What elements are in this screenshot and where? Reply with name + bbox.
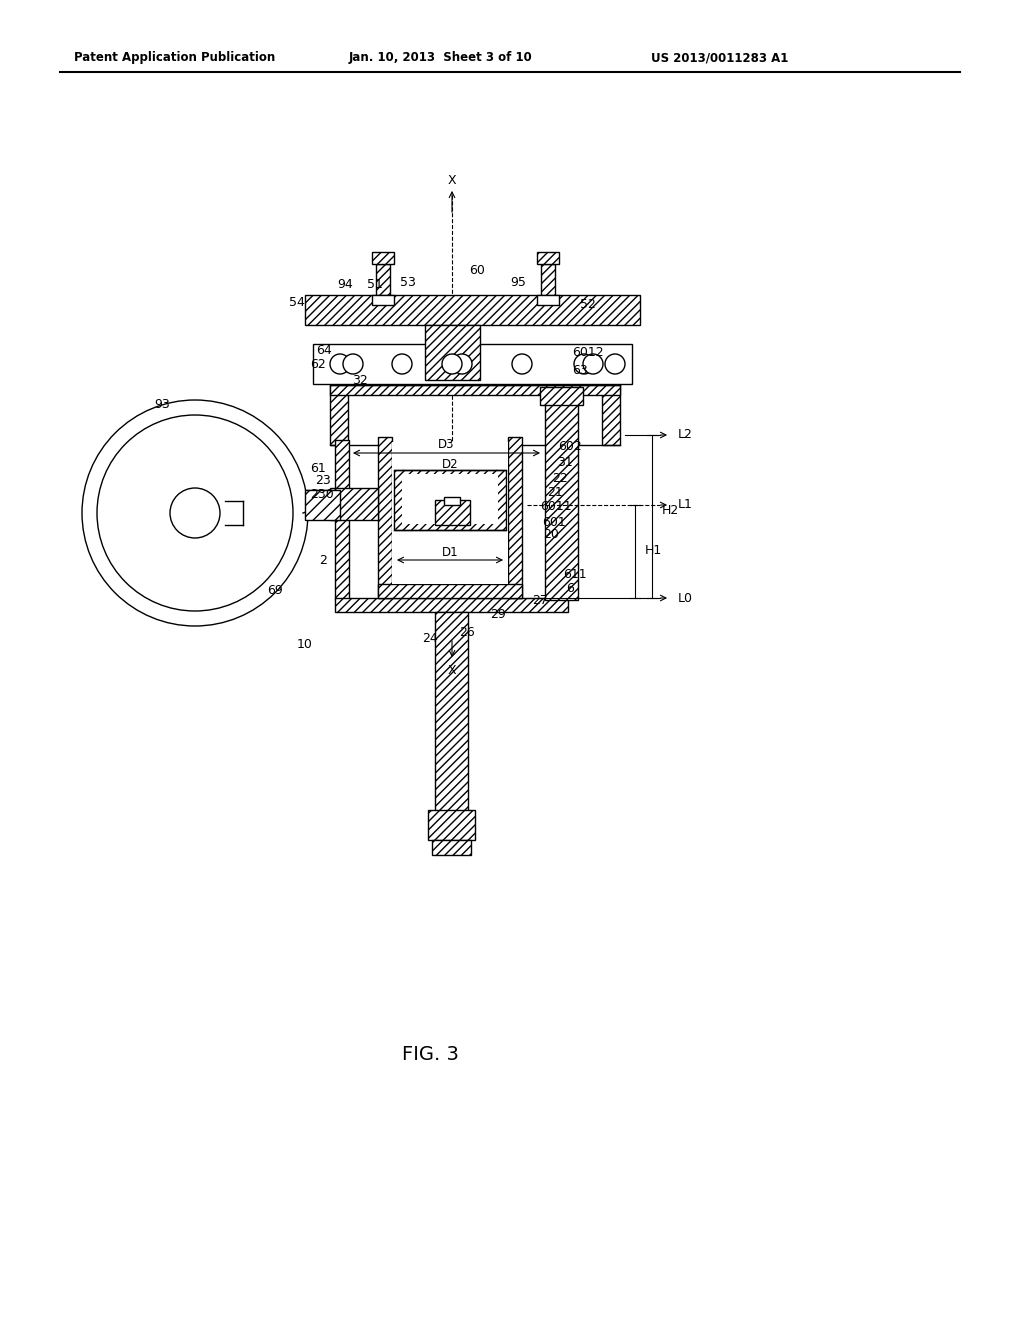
Text: 20: 20: [543, 528, 559, 541]
Bar: [330, 385, 620, 395]
Bar: [313, 345, 632, 384]
Bar: [537, 252, 559, 264]
Bar: [372, 294, 394, 305]
Circle shape: [82, 400, 308, 626]
Text: 6011: 6011: [541, 500, 571, 513]
Text: 31: 31: [557, 455, 572, 469]
Text: 6: 6: [566, 582, 573, 594]
Text: 602: 602: [558, 441, 582, 454]
Text: 53: 53: [400, 276, 416, 289]
Text: 60: 60: [469, 264, 485, 276]
Text: L2: L2: [678, 429, 692, 441]
Bar: [541, 264, 555, 294]
Circle shape: [392, 354, 412, 374]
Text: US 2013/0011283 A1: US 2013/0011283 A1: [651, 51, 788, 65]
Bar: [540, 387, 583, 405]
Text: 23: 23: [315, 474, 331, 487]
Text: D1: D1: [441, 545, 459, 558]
Bar: [392, 442, 508, 583]
Bar: [554, 440, 568, 601]
Text: 69: 69: [267, 583, 283, 597]
Text: L0: L0: [678, 591, 692, 605]
Text: 601: 601: [542, 516, 566, 528]
Text: D2: D2: [441, 458, 459, 471]
Text: 51: 51: [367, 279, 383, 292]
Text: D3: D3: [437, 438, 455, 451]
Circle shape: [605, 354, 625, 374]
Circle shape: [512, 354, 532, 374]
Text: FIG. 3: FIG. 3: [401, 1045, 459, 1064]
Text: 22: 22: [552, 471, 568, 484]
Text: H1: H1: [644, 544, 662, 557]
Bar: [335, 440, 349, 601]
Circle shape: [97, 414, 293, 611]
Text: Patent Application Publication: Patent Application Publication: [75, 51, 275, 65]
Bar: [435, 612, 468, 830]
Text: 230: 230: [310, 488, 334, 502]
Bar: [545, 389, 578, 601]
Text: 52: 52: [580, 298, 596, 312]
Text: X: X: [447, 664, 457, 676]
Text: 93: 93: [155, 399, 170, 412]
Circle shape: [343, 354, 362, 374]
Bar: [335, 598, 568, 612]
Bar: [305, 490, 340, 520]
Bar: [508, 437, 522, 598]
Text: 62: 62: [310, 359, 326, 371]
Text: 94: 94: [337, 279, 353, 292]
Bar: [376, 264, 390, 294]
Bar: [537, 294, 559, 305]
Circle shape: [330, 354, 350, 374]
Bar: [444, 498, 460, 506]
Bar: [394, 470, 506, 531]
Bar: [378, 583, 522, 598]
Bar: [425, 325, 480, 380]
Bar: [435, 500, 470, 525]
Text: 63: 63: [572, 363, 588, 376]
Bar: [372, 252, 394, 264]
Circle shape: [583, 354, 603, 374]
Text: Jan. 10, 2013  Sheet 3 of 10: Jan. 10, 2013 Sheet 3 of 10: [348, 51, 531, 65]
Text: 10: 10: [297, 639, 313, 652]
Text: H2: H2: [662, 503, 679, 516]
Text: 21: 21: [547, 487, 563, 499]
Bar: [378, 437, 392, 598]
Text: 24: 24: [422, 631, 438, 644]
Bar: [305, 294, 640, 325]
Text: X: X: [447, 173, 457, 186]
Bar: [432, 840, 471, 855]
Bar: [330, 385, 348, 445]
Text: 29: 29: [490, 609, 506, 622]
Text: 61: 61: [310, 462, 326, 474]
Text: 2: 2: [319, 553, 327, 566]
Circle shape: [170, 488, 220, 539]
Bar: [602, 385, 620, 445]
Text: 27: 27: [532, 594, 548, 606]
Circle shape: [442, 354, 462, 374]
Bar: [402, 474, 498, 524]
Text: 611: 611: [563, 569, 587, 582]
Bar: [428, 810, 475, 840]
Circle shape: [574, 354, 594, 374]
Text: 95: 95: [510, 276, 526, 289]
Circle shape: [452, 354, 472, 374]
Bar: [330, 488, 378, 520]
Text: 26: 26: [459, 627, 475, 639]
Text: L1: L1: [678, 499, 692, 511]
Text: 64: 64: [316, 343, 332, 356]
Text: 6012: 6012: [572, 346, 604, 359]
Text: 54: 54: [289, 296, 305, 309]
Text: 32: 32: [352, 374, 368, 387]
